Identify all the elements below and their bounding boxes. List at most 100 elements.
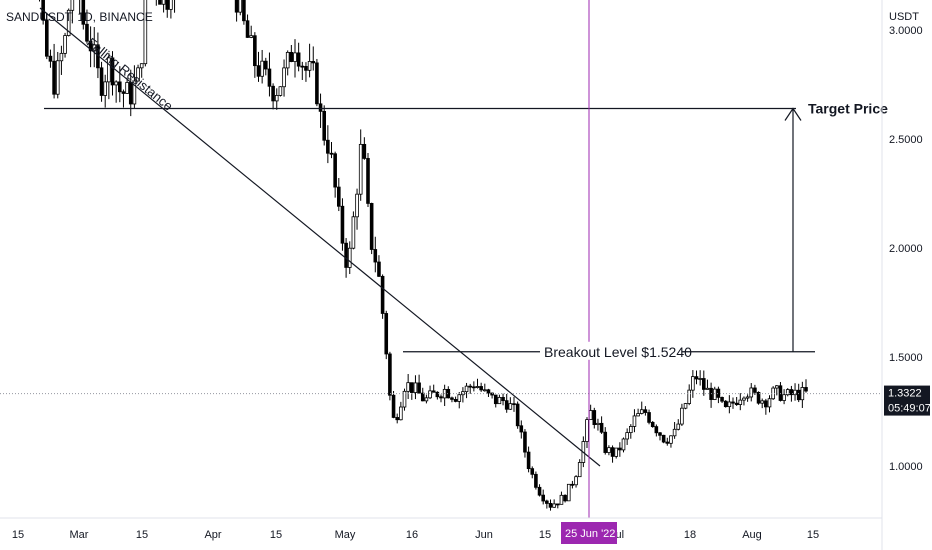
candle — [621, 438, 626, 451]
candle — [377, 261, 381, 277]
candle — [570, 483, 575, 486]
candle — [391, 394, 396, 418]
candle — [333, 153, 337, 188]
candle — [614, 447, 618, 457]
candle — [742, 397, 746, 401]
candle — [413, 382, 418, 393]
candle — [395, 417, 399, 421]
candle — [326, 139, 330, 154]
candle — [767, 398, 772, 408]
candle — [125, 82, 129, 94]
candle — [599, 422, 604, 433]
candle — [336, 186, 341, 207]
candle — [618, 447, 622, 451]
candle — [85, 23, 89, 42]
candle — [782, 394, 786, 401]
candle — [720, 396, 724, 402]
candle — [610, 447, 615, 457]
x-tick-label: 16 — [406, 529, 418, 541]
candle — [253, 35, 257, 67]
candle — [88, 40, 93, 52]
candle — [52, 60, 56, 95]
candle — [128, 82, 133, 105]
candle — [493, 394, 498, 405]
candle — [764, 400, 768, 408]
candle — [256, 65, 261, 77]
candles — [39, 0, 808, 511]
candle — [534, 473, 538, 488]
price-axis[interactable]: 1.00001.50002.00002.50003.00003.50004.00… — [889, 0, 923, 473]
candle — [661, 434, 666, 443]
candle — [373, 249, 378, 263]
candle — [311, 61, 316, 64]
candle — [526, 451, 531, 470]
candle — [563, 494, 567, 502]
candle — [139, 63, 144, 69]
x-tick-label: Jun — [475, 529, 493, 541]
candle — [446, 388, 451, 399]
candle — [647, 412, 651, 423]
candle — [691, 376, 695, 391]
candle — [687, 389, 691, 404]
candle — [399, 406, 403, 421]
candle — [242, 0, 246, 22]
candle — [402, 390, 407, 408]
candle — [545, 500, 549, 504]
candle — [468, 385, 472, 388]
candle — [118, 81, 122, 93]
candle — [92, 44, 97, 52]
candle — [603, 431, 608, 453]
candle — [384, 313, 389, 355]
candle — [577, 462, 582, 478]
candle — [158, 0, 162, 5]
candle — [705, 387, 710, 390]
symbol-title: SANDUSDT, 1D, BINANCE — [6, 10, 153, 24]
candle — [347, 247, 352, 268]
candle — [278, 86, 283, 96]
candle — [734, 402, 739, 405]
y-tick-label: 1.5000 — [889, 352, 923, 364]
candle — [625, 432, 629, 440]
candle — [643, 409, 648, 413]
candle — [263, 60, 268, 70]
falling-resistance-line — [39, 7, 601, 467]
candle — [501, 397, 505, 402]
target-price-label: Target Price — [808, 100, 888, 116]
candle — [731, 401, 735, 404]
breakout-label-bg — [540, 341, 682, 360]
candle — [753, 387, 757, 393]
candle — [574, 476, 578, 486]
candle — [285, 51, 290, 69]
candle — [676, 423, 681, 430]
candle — [293, 52, 297, 62]
candle — [234, 0, 239, 13]
candle — [409, 382, 414, 393]
candle — [457, 394, 462, 402]
candle — [132, 80, 137, 105]
candle — [669, 435, 673, 444]
candle — [114, 81, 118, 86]
candle — [431, 390, 436, 393]
candle — [585, 419, 589, 442]
candle — [439, 396, 443, 399]
candle — [727, 401, 732, 408]
candle — [789, 389, 794, 396]
x-tick-label: Mar — [70, 529, 89, 541]
candle — [329, 152, 334, 155]
candle — [66, 9, 71, 36]
candle — [596, 422, 600, 425]
candle — [738, 399, 743, 405]
candle — [775, 385, 779, 389]
candle — [107, 57, 111, 83]
candle — [504, 400, 509, 410]
candle — [650, 421, 655, 428]
candle — [592, 410, 597, 425]
candle — [245, 20, 250, 38]
candle — [274, 95, 279, 102]
candle — [428, 390, 432, 399]
candle — [512, 403, 516, 406]
candle — [632, 415, 637, 427]
candle — [464, 385, 469, 393]
candle — [315, 62, 319, 105]
